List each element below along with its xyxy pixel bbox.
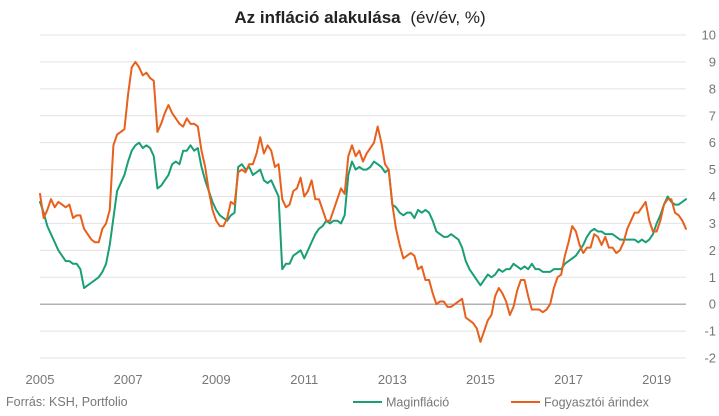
legend-label: Maginfláció xyxy=(386,396,449,410)
y-tick-label: -2 xyxy=(704,351,716,366)
series-line-fogyasztoi-arindex xyxy=(39,60,687,343)
x-tick-label: 2011 xyxy=(290,372,318,387)
y-tick-label: 4 xyxy=(709,189,716,204)
x-tick-label: 2017 xyxy=(554,372,583,387)
series-lines xyxy=(39,60,687,343)
y-tick-label: 6 xyxy=(709,135,716,150)
y-tick-label: 10 xyxy=(702,28,716,43)
x-tick-label: 2007 xyxy=(114,372,143,387)
y-tick-label: 7 xyxy=(709,108,716,123)
legend-label: Fogyasztói árindex xyxy=(544,396,650,410)
y-axis-ticks: -2 -1 0 1 2 3 4 5 6 7 8 9 10 xyxy=(702,28,716,366)
x-tick-label: 2019 xyxy=(642,372,671,387)
chart-title: Az infláció alakulása (év/év, %) xyxy=(234,8,485,27)
legend: Maginfláció Fogyasztói árindex xyxy=(353,396,650,410)
y-tick-label: 1 xyxy=(709,270,716,285)
y-tick-label: -1 xyxy=(704,324,716,339)
chart-title-main: Az infláció alakulása xyxy=(234,8,401,27)
x-tick-label: 2005 xyxy=(26,372,55,387)
y-tick-label: 9 xyxy=(709,54,716,69)
y-tick-label: 8 xyxy=(709,81,716,96)
series-line-maginflacio xyxy=(39,141,687,290)
y-tick-label: 3 xyxy=(709,216,716,231)
y-tick-label: 0 xyxy=(709,297,716,312)
y-tick-label: 2 xyxy=(709,243,716,258)
x-tick-label: 2013 xyxy=(378,372,407,387)
y-tick-label: 5 xyxy=(709,162,716,177)
gridlines xyxy=(40,34,686,359)
x-tick-label: 2015 xyxy=(466,372,495,387)
chart-title-unit: (év/év, %) xyxy=(410,8,485,27)
x-tick-label: 2009 xyxy=(202,372,231,387)
x-axis-ticks: 2005 2007 2009 2011 2013 2015 2017 2019 xyxy=(26,372,672,387)
source-note: Forrás: KSH, Portfolio xyxy=(6,395,128,409)
